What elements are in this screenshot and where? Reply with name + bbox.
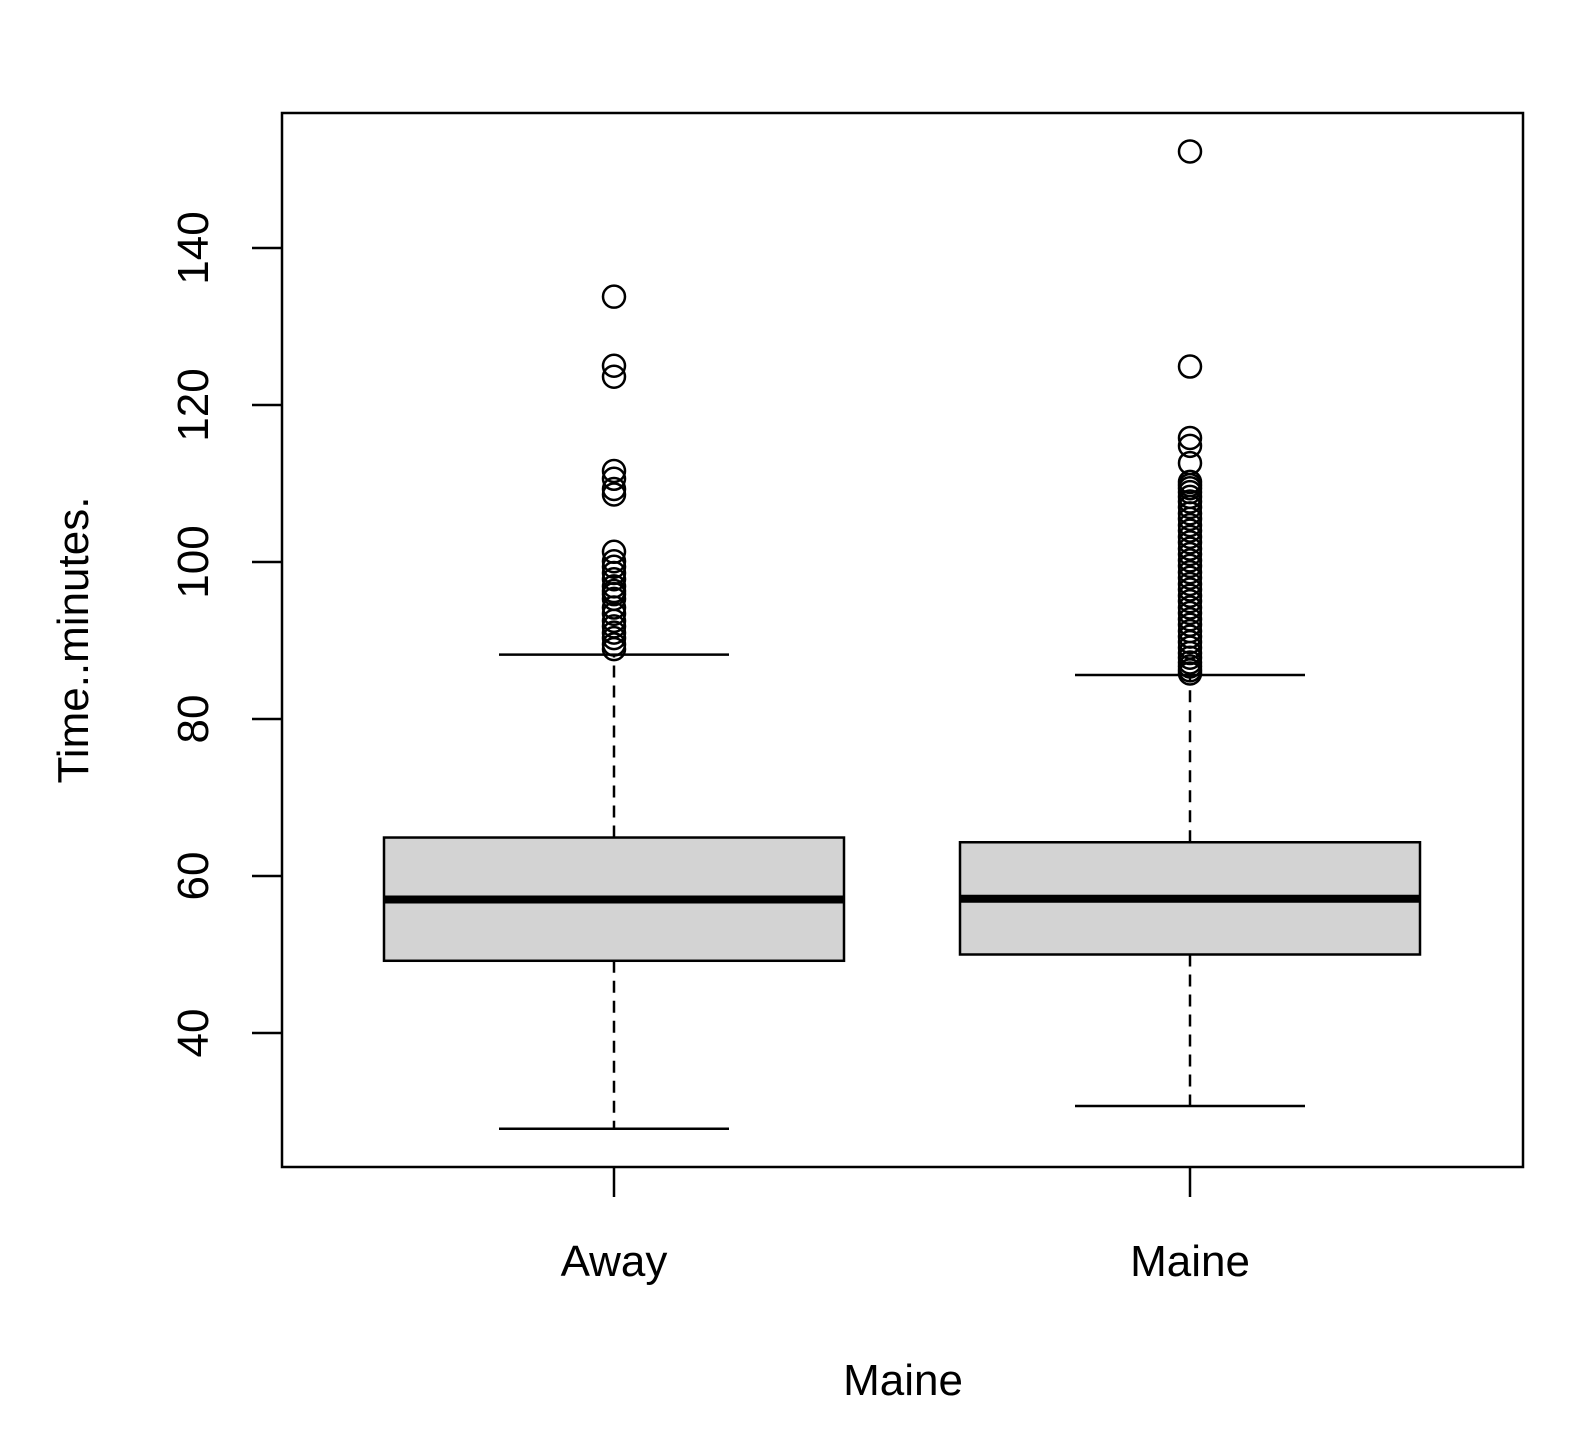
y-tick-label: 40 [169,1009,218,1058]
box-maine [958,139,1422,1108]
outlier-point [601,601,627,627]
outlier-point [1177,595,1203,620]
outlier-point [1177,548,1203,573]
outlier-point [1177,536,1203,561]
y-tick-label: 100 [169,525,218,598]
outlier-point [601,364,627,389]
outlier-point [601,595,627,620]
outlier-point [1177,425,1203,451]
outlier-point [1177,589,1203,614]
x-tick-label: Away [561,1237,668,1286]
outlier-point [1177,512,1203,538]
outlier-point [601,476,627,502]
outlier-point [1177,489,1203,514]
x-axis: Away Maine [561,1167,1250,1286]
outlier-point [601,466,627,492]
y-axis: 40 60 80 100 120 140 [169,211,282,1057]
outlier-point [1177,530,1203,555]
outlier-point [1177,494,1203,520]
outlier-point [601,548,627,574]
outlier-point [601,554,627,579]
outlier-point [601,620,627,645]
box-away [382,284,846,1131]
outlier-point [1177,433,1203,459]
outlier-point [1177,661,1203,686]
outlier-point [601,482,627,507]
x-axis-title: Maine [843,1356,963,1405]
outlier-point [1177,553,1203,579]
outlier-point [1177,565,1203,590]
plot-frame [280,111,1525,1169]
outlier-point [1177,577,1203,602]
y-tick-label: 120 [169,368,218,441]
x-tick-label: Maine [1130,1237,1250,1286]
outlier-point [1177,518,1203,543]
y-tick-label: 60 [169,852,218,901]
outlier-point [601,458,627,484]
outlier-point [1177,559,1203,585]
outlier-point [601,608,627,634]
y-tick-label: 80 [169,695,218,744]
outlier-point [601,567,627,592]
outlier-point [601,636,627,662]
y-tick-label: 140 [169,211,218,284]
outlier-point [1177,524,1203,550]
outlier-point [1177,506,1203,532]
chart-marks [382,139,1422,1131]
outlier-point [1177,354,1203,379]
outlier-point [1177,600,1203,626]
outlier-point [1177,139,1203,164]
y-axis-title: Time..minutes. [49,497,98,784]
outlier-point [1177,541,1203,567]
outlier-point [1177,501,1203,526]
outlier-point [1177,629,1203,655]
outlier-point [1177,583,1203,609]
outlier-point [601,284,627,309]
outlier-point [601,353,627,378]
outlier-point [1177,571,1203,597]
outlier-point [601,625,627,651]
